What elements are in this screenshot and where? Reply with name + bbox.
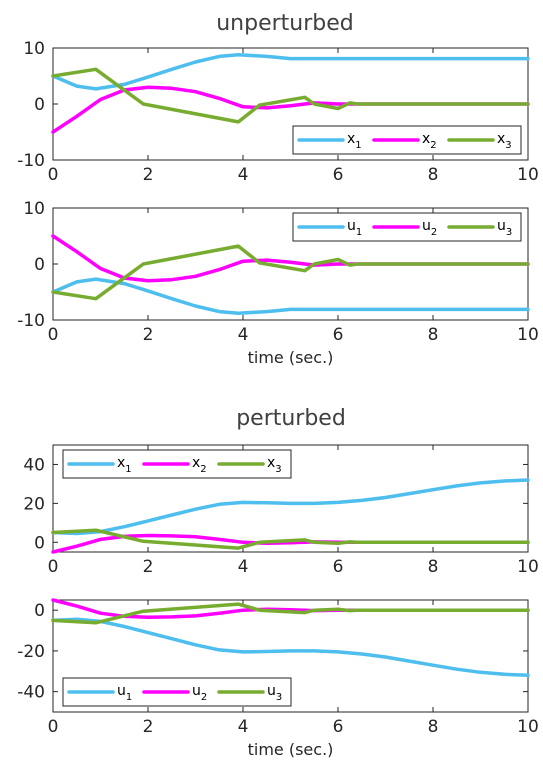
series-line-u2	[51, 234, 530, 283]
legend: x1 x2 x3	[292, 125, 522, 155]
x-tick-label: 4	[238, 325, 249, 345]
x-tick-label: 6	[333, 325, 344, 345]
x-tick-label: 8	[428, 165, 439, 185]
x-tick-label: 4	[238, 165, 249, 185]
series-line-u1	[51, 277, 530, 316]
series-line-u3	[51, 244, 530, 301]
series-line-x2	[51, 85, 530, 134]
legend-label: x2	[422, 131, 437, 151]
legend-label: u1	[117, 683, 132, 703]
x-tick-label: 8	[428, 717, 439, 737]
y-tick-label: -20	[17, 642, 45, 662]
x-tick-label: 2	[143, 717, 154, 737]
x-tick-label: 10	[517, 325, 539, 345]
title-perturbed: perturbed	[236, 406, 346, 431]
legend-label: u1	[347, 218, 362, 238]
series-line-x3	[51, 528, 530, 550]
series-line-u3	[51, 602, 530, 625]
chart-4: 0 2 4 6 8 10 -40 -20 0 time (sec.) u1 u2 u3	[17, 598, 539, 759]
x-tick-label: 8	[428, 557, 439, 577]
x-tick-label: 6	[333, 557, 344, 577]
legend: u1 u2 u3	[62, 677, 292, 707]
x-tick-label: 4	[238, 557, 249, 577]
x-axis-label: time (sec.)	[248, 348, 334, 367]
series-line-x1	[51, 478, 530, 536]
x-tick-label: 10	[517, 557, 539, 577]
x-tick-label: 2	[143, 557, 154, 577]
y-tick-label: 10	[23, 39, 45, 59]
x-tick-label: 0	[48, 557, 59, 577]
x-tick-label: 6	[333, 165, 344, 185]
title-unperturbed: unperturbed	[216, 11, 354, 36]
series-line-u1	[51, 617, 530, 678]
x-tick-label: 10	[517, 165, 539, 185]
y-tick-label: 0	[34, 255, 45, 275]
legend-label: u3	[497, 218, 512, 238]
legend-label: x3	[497, 131, 512, 151]
y-tick-label: -10	[17, 311, 45, 331]
chart-3: 0 2 4 6 8 10 0 20 40 x1 x2 x3	[23, 444, 539, 577]
x-axis-label: time (sec.)	[248, 740, 334, 759]
x-tick-label: 6	[333, 717, 344, 737]
x-tick-label: 2	[143, 325, 154, 345]
x-tick-label: 0	[48, 165, 59, 185]
x-tick-label: 2	[143, 165, 154, 185]
y-tick-label: -40	[17, 683, 45, 703]
x-tick-label: 10	[517, 717, 539, 737]
y-tick-label: 40	[23, 455, 45, 475]
y-tick-label: -10	[17, 151, 45, 171]
legend-label: x2	[192, 455, 207, 475]
y-tick-label: 10	[23, 199, 45, 219]
y-tick-label: 0	[34, 95, 45, 115]
x-tick-label: 0	[48, 325, 59, 345]
legend-label: u3	[267, 683, 282, 703]
series-line-x1	[51, 52, 530, 91]
legend-label: x3	[267, 455, 282, 475]
legend-label: x1	[117, 455, 132, 475]
y-tick-label: 0	[34, 533, 45, 553]
series-line-x3	[51, 67, 530, 124]
legend-label: u2	[192, 683, 207, 703]
legend-label: x1	[347, 131, 362, 151]
legend-label: u2	[422, 218, 437, 238]
x-tick-label: 0	[48, 717, 59, 737]
y-tick-label: 20	[23, 494, 45, 514]
legend: x1 x2 x3	[62, 449, 292, 479]
x-tick-label: 8	[428, 325, 439, 345]
y-tick-label: 0	[34, 601, 45, 621]
x-tick-label: 4	[238, 717, 249, 737]
legend: u1 u2 u3	[292, 212, 522, 242]
